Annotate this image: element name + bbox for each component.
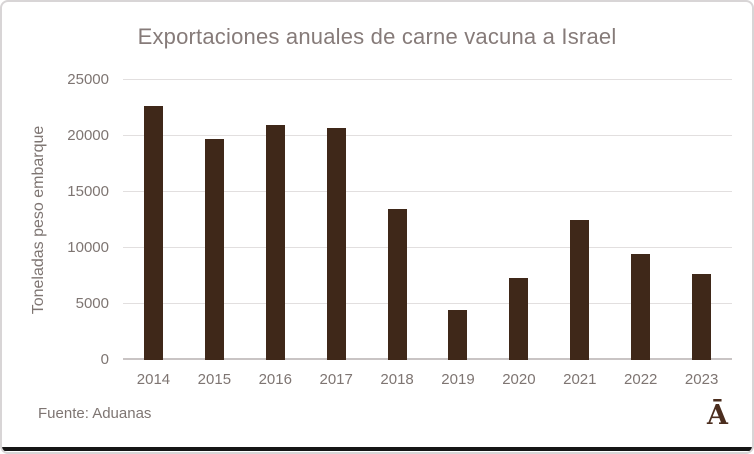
y-axis-ticks: 0 5000 10000 15000 20000 25000 xyxy=(2,71,109,368)
bar-series xyxy=(123,80,732,360)
bar-slot-2015 xyxy=(184,80,245,360)
bar-2021 xyxy=(570,220,590,360)
bar-slot-2022 xyxy=(610,80,671,360)
bar-2016 xyxy=(265,124,285,360)
chart-title: Exportaciones anuales de carne vacuna a … xyxy=(137,24,617,49)
x-tick-label: 2014 xyxy=(136,371,171,388)
bar-2019 xyxy=(448,309,468,360)
gridline xyxy=(123,247,732,248)
y-tick-label: 15000 xyxy=(67,183,109,200)
x-tick-label: 2016 xyxy=(258,371,292,388)
gridline xyxy=(123,191,732,192)
x-tick-label: 2017 xyxy=(319,371,353,388)
bar-slot-2018 xyxy=(367,80,428,360)
x-tick-label: 2019 xyxy=(441,371,475,388)
gridline xyxy=(123,303,732,304)
gridline xyxy=(123,135,732,136)
bar-2015 xyxy=(204,139,224,360)
bar-2014 xyxy=(143,105,163,360)
y-tick-label: 10000 xyxy=(67,239,109,256)
x-tick-label: 2023 xyxy=(684,371,719,388)
x-axis-labels: 2014 2015 2016 2017 2018 2019 2020 2021 2022 2023 xyxy=(123,371,732,388)
bar-2018 xyxy=(387,208,407,360)
x-tick-label: 2015 xyxy=(197,371,232,388)
bar-slot-2019 xyxy=(428,80,489,360)
x-tick-label: 2020 xyxy=(502,371,536,388)
x-tick-label: 2022 xyxy=(624,371,658,388)
bar-slot-2016 xyxy=(245,80,306,360)
bar-2022 xyxy=(631,253,651,360)
y-tick-label: 20000 xyxy=(67,127,109,144)
bar-slot-2017 xyxy=(306,80,367,360)
bar-slot-2020 xyxy=(488,80,549,360)
bottom-edge-line xyxy=(2,447,752,451)
bar-2020 xyxy=(509,278,529,360)
plot-area xyxy=(123,79,732,360)
x-tick-label: 2021 xyxy=(563,371,597,388)
bar-slot-2023 xyxy=(671,80,732,360)
x-tick-label: 2018 xyxy=(380,371,414,388)
gridline xyxy=(123,79,732,80)
gridline xyxy=(123,358,732,360)
source-note: Fuente: Aduanas xyxy=(38,405,152,422)
bar-2023 xyxy=(692,273,712,360)
bar-2017 xyxy=(326,128,346,360)
brand-logo: Ā xyxy=(707,400,728,431)
y-tick-label: 5000 xyxy=(75,295,109,312)
y-tick-label: 0 xyxy=(100,351,109,368)
bar-slot-2021 xyxy=(549,80,610,360)
bar-slot-2014 xyxy=(123,80,184,360)
y-tick-label: 25000 xyxy=(67,71,109,88)
